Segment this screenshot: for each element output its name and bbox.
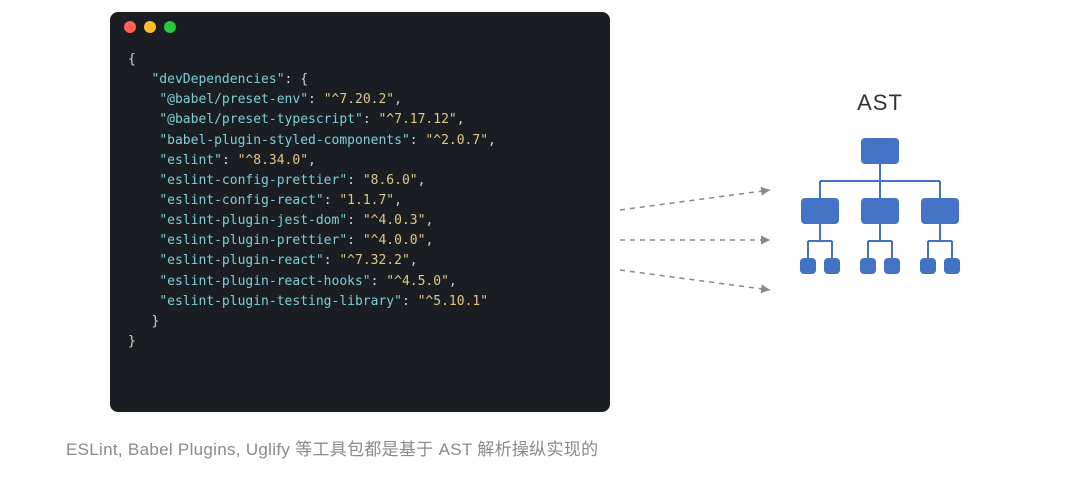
code-window: { "devDependencies": { "@babel/preset-en…	[110, 12, 610, 412]
code-body: { "devDependencies": { "@babel/preset-en…	[110, 42, 610, 370]
window-titlebar	[110, 12, 610, 42]
ast-tree-icon	[790, 136, 970, 286]
ast-title: AST	[750, 90, 1010, 116]
ast-region: AST	[750, 90, 1010, 291]
max-dot-icon	[164, 21, 176, 33]
close-dot-icon	[124, 21, 136, 33]
caption-text: ESLint, Babel Plugins, Uglify 等工具包都是基于 A…	[66, 435, 598, 460]
diagram-container: { "devDependencies": { "@babel/preset-en…	[0, 0, 1080, 500]
min-dot-icon	[144, 21, 156, 33]
